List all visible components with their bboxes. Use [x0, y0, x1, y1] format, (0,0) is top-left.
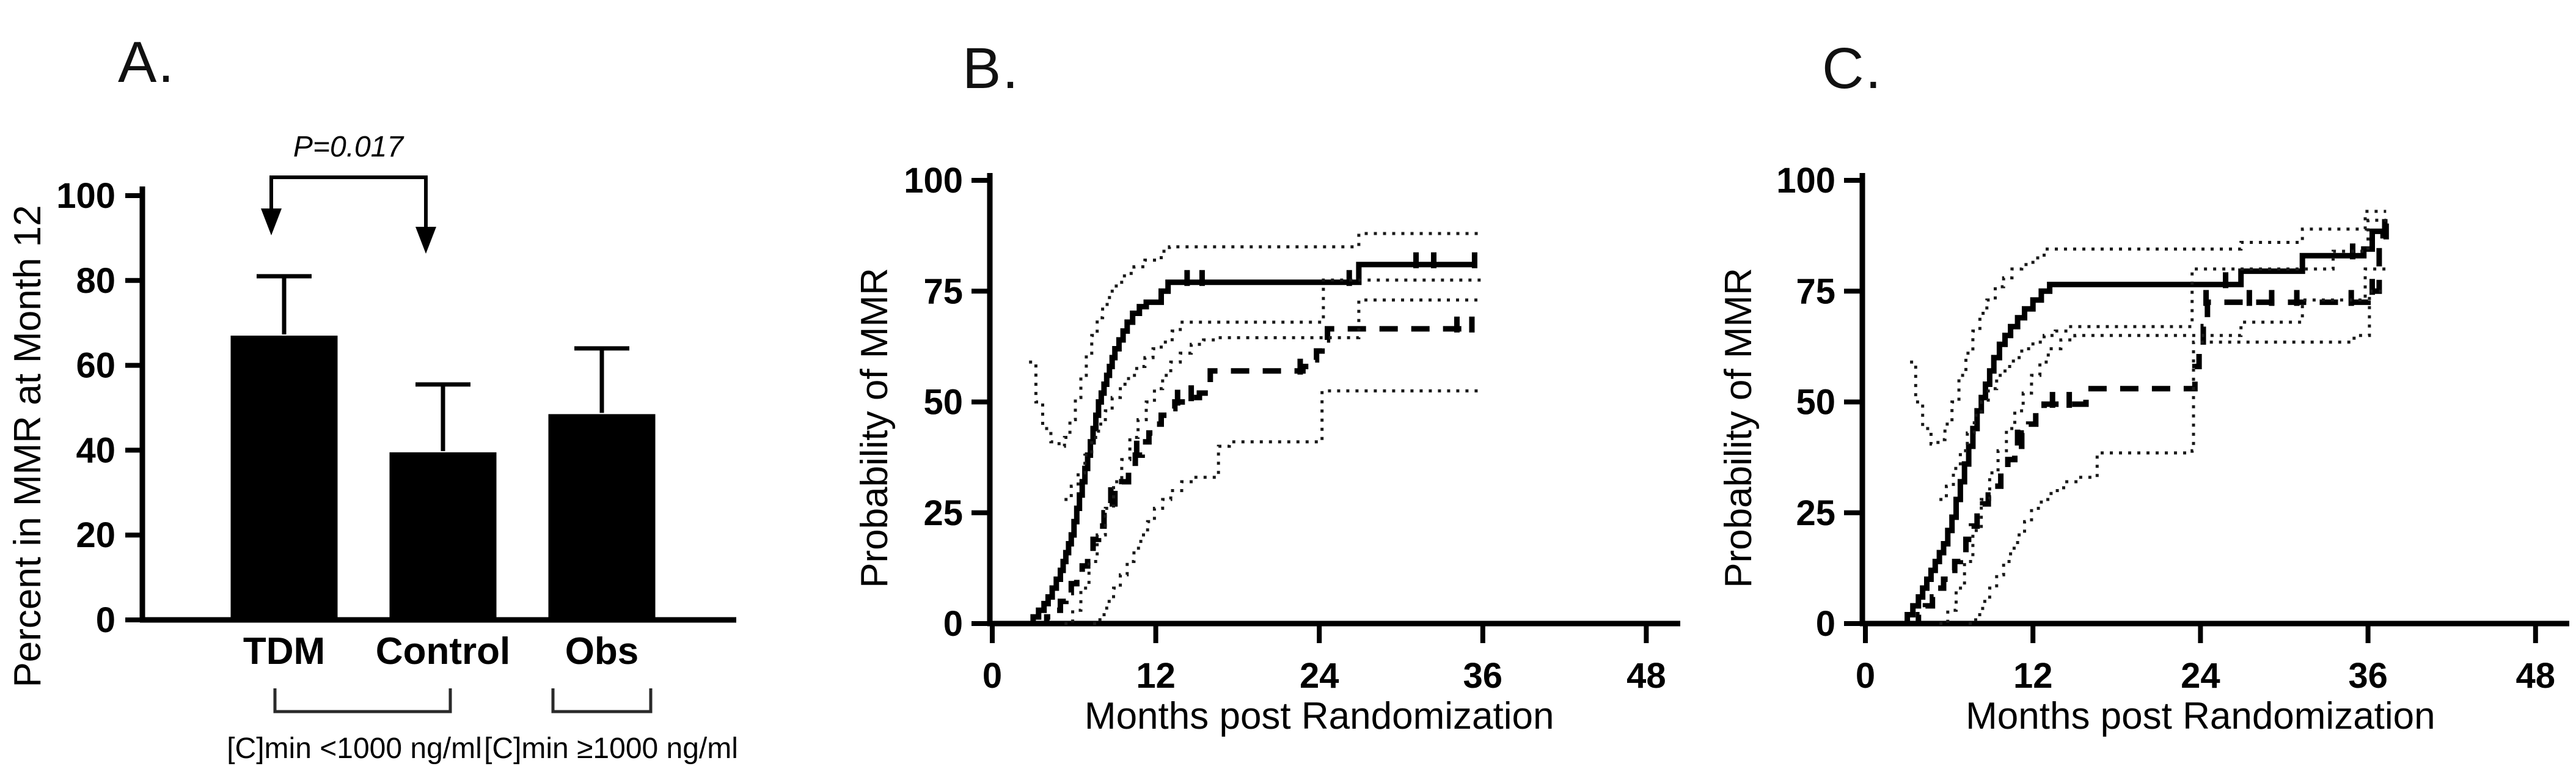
panel-a-letter: A.: [118, 30, 175, 95]
y-tick-label: 25: [1796, 493, 1835, 533]
panel-a: A. 0 20 40 60 80 100 Percent in MMR at Month 1…: [0, 0, 855, 766]
y-axis-title: Probability of MMR: [855, 268, 896, 588]
y-tick-label: 50: [923, 383, 963, 422]
bar-tdm: [230, 336, 338, 620]
y-tick-label: 20: [76, 515, 115, 555]
km-curve-ci-lower-of-dashed: [1969, 289, 2387, 625]
panel-c-chart: 0 25 50 75 100 0 12 24 36 48 Probability of MMR Mon…: [1718, 161, 2569, 737]
x-tick-label: 24: [1300, 656, 1339, 696]
x-axis-title: Months post Randomization: [1085, 695, 1554, 737]
y-axis-title: Percent in MMR at Month 12: [7, 205, 49, 687]
x-tick-label: 24: [2181, 656, 2220, 696]
km-curve-ci-upper-of-solid: [1910, 210, 2387, 446]
y-tick-label: 75: [1796, 271, 1835, 311]
arrow-down-icon: [261, 208, 282, 235]
x-tick-label: 12: [2013, 656, 2053, 696]
bar-control: [389, 452, 497, 620]
x-tick-label: 36: [2348, 656, 2388, 696]
bar-obs: [548, 414, 656, 620]
x-tick-label: 0: [1856, 656, 1875, 696]
km-curve-ci-upper-of-dashed: [1939, 218, 2387, 501]
km-curve-dashed-step-curve: [1910, 233, 2387, 627]
y-tick-label: 50: [1796, 383, 1835, 422]
x-category-label: TDM: [243, 630, 325, 672]
y-tick-label: 0: [1816, 604, 1835, 644]
x-category-label: Control: [376, 630, 510, 672]
km-curve-ci-lower-of-dashed: [1093, 389, 1483, 625]
km-curve-solid-step-curve: [1028, 262, 1475, 627]
x-tick-label: 12: [1136, 656, 1176, 696]
group-bracket: [273, 688, 452, 713]
y-tick-label: 100: [1776, 161, 1835, 201]
panel-b-letter: B.: [962, 36, 1020, 101]
group-label-high-cmin: [C]min ≥1000 ng/ml: [484, 732, 738, 765]
x-tick-label: 48: [1626, 656, 1666, 696]
y-tick-label: 100: [904, 161, 963, 201]
panel-b: B. 0 25 50 75 100 0 12 24 36 48 Probability of MMR…: [855, 0, 1711, 766]
x-tick-label: 0: [982, 656, 1002, 696]
km-curve-ci-lower-of-solid: [1939, 267, 2387, 625]
pvalue-bracket: [269, 175, 428, 229]
y-tick-label: 100: [56, 176, 115, 216]
y-tick-label: 0: [96, 600, 115, 640]
x-tick-label: 36: [1463, 656, 1503, 696]
panel-c-letter: C.: [1822, 36, 1883, 101]
km-curve-solid-step-curve: [1901, 228, 2385, 627]
group-bracket: [551, 688, 653, 713]
pvalue-label: P=0.017: [293, 131, 404, 163]
y-tick-label: 60: [76, 346, 115, 386]
y-tick-label: 25: [923, 493, 963, 533]
km-curve-dashed-step-curve: [1038, 326, 1472, 627]
y-tick-label: 80: [76, 261, 115, 301]
panel-b-chart: 0 25 50 75 100 0 12 24 36 48 Probability of MMR Mon…: [855, 161, 1680, 737]
y-tick-label: 40: [76, 430, 115, 470]
x-category-label: Obs: [565, 630, 639, 672]
y-axis-title: Probability of MMR: [1718, 268, 1760, 588]
y-tick-label: 0: [943, 604, 963, 644]
arrow-down-icon: [415, 227, 436, 254]
panel-c: C. 0 25 50 75 100 0 12 24 36 48 Probability of MMR…: [1711, 0, 2576, 766]
x-tick-label: 48: [2516, 656, 2556, 696]
group-label-low-cmin: [C]min <1000 ng/ml: [227, 732, 482, 765]
km-curve-ci-upper-of-dashed: [1064, 278, 1483, 501]
x-axis-title: Months post Randomization: [1966, 695, 2435, 737]
y-tick-label: 75: [923, 271, 963, 311]
